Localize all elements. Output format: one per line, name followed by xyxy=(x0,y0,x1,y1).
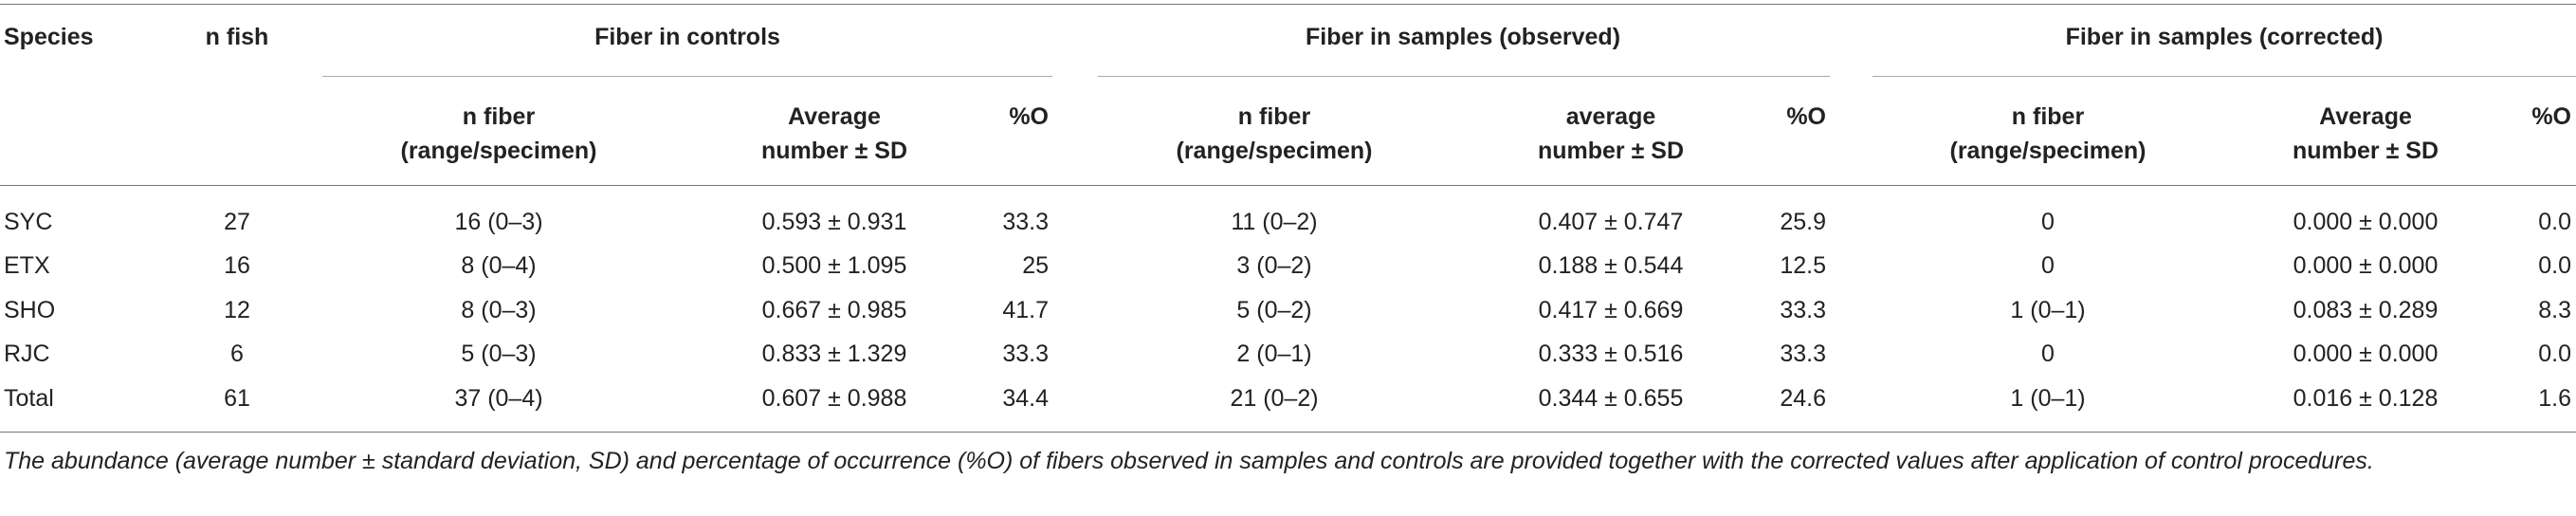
cell-corrected-nfiber: 0 xyxy=(2041,209,2055,235)
subheader-corrected-avg-line1: Average xyxy=(2319,103,2412,130)
cell-controls-nfiber: 37 (0–4) xyxy=(454,385,543,412)
cell-corrected-pct: 1.6 xyxy=(2538,385,2571,412)
cell-observed-nfiber: 3 (0–2) xyxy=(1236,252,1312,279)
header-n-fish: n fish xyxy=(205,24,269,50)
header-fiber-corrected: Fiber in samples (corrected) xyxy=(2065,24,2384,50)
subheader-corrected-pct: %O xyxy=(2531,103,2571,130)
subheader-controls-pct: %O xyxy=(1009,103,1049,130)
cell-corrected-pct: 0.0 xyxy=(2538,252,2571,279)
group-rule-observed xyxy=(1098,76,1830,77)
cell-observed-avg: 0.333 ± 0.516 xyxy=(1538,341,1684,367)
subheader-observed-pct: %O xyxy=(1786,103,1826,130)
cell-observed-avg: 0.417 ± 0.669 xyxy=(1538,297,1684,323)
subheader-corrected-avg-line2: number ± SD xyxy=(2292,138,2439,164)
cell-species: SHO xyxy=(4,297,56,323)
cell-observed-avg: 0.188 ± 0.544 xyxy=(1538,252,1684,279)
cell-corrected-nfiber: 0 xyxy=(2041,252,2055,279)
cell-controls-avg: 0.833 ± 1.329 xyxy=(761,341,907,367)
cell-observed-nfiber: 21 (0–2) xyxy=(1230,385,1319,412)
cell-controls-pct: 34.4 xyxy=(1002,385,1049,412)
cell-observed-pct: 33.3 xyxy=(1780,341,1826,367)
cell-observed-pct: 12.5 xyxy=(1780,252,1826,279)
cell-observed-pct: 33.3 xyxy=(1780,297,1826,323)
subheader-observed-avg-line2: number ± SD xyxy=(1537,138,1685,164)
cell-corrected-nfiber: 1 (0–1) xyxy=(2010,385,2086,412)
subheader-controls-nfiber-line2: (range/specimen) xyxy=(400,138,597,164)
cell-corrected-avg: 0.000 ± 0.000 xyxy=(2293,341,2439,367)
header-species: Species xyxy=(4,24,94,50)
cell-species: ETX xyxy=(4,252,50,279)
cell-controls-pct: 33.3 xyxy=(1002,341,1049,367)
cell-controls-pct: 41.7 xyxy=(1002,297,1049,323)
subheader-observed-nfiber-line2: (range/specimen) xyxy=(1176,138,1373,164)
subheader-corrected-nfiber-line1: n fiber xyxy=(2011,103,2085,130)
cell-corrected-avg: 0.000 ± 0.000 xyxy=(2293,209,2439,235)
cell-controls-avg: 0.593 ± 0.931 xyxy=(761,209,907,235)
header-bottom-rule xyxy=(0,185,2576,186)
cell-observed-avg: 0.344 ± 0.655 xyxy=(1538,385,1684,412)
cell-observed-pct: 24.6 xyxy=(1780,385,1826,412)
cell-controls-avg: 0.607 ± 0.988 xyxy=(761,385,907,412)
cell-controls-pct: 33.3 xyxy=(1002,209,1049,235)
group-rule-corrected xyxy=(1873,76,2576,77)
cell-n-fish: 61 xyxy=(224,385,250,412)
cell-n-fish: 6 xyxy=(230,341,244,367)
cell-observed-avg: 0.407 ± 0.747 xyxy=(1538,209,1684,235)
cell-controls-nfiber: 8 (0–3) xyxy=(461,297,537,323)
cell-corrected-pct: 0.0 xyxy=(2538,209,2571,235)
cell-controls-nfiber: 8 (0–4) xyxy=(461,252,537,279)
group-rule-controls xyxy=(322,76,1052,77)
cell-corrected-avg: 0.016 ± 0.128 xyxy=(2293,385,2439,412)
cell-corrected-nfiber: 0 xyxy=(2041,341,2055,367)
subheader-controls-avg-line1: Average xyxy=(788,103,881,130)
cell-observed-pct: 25.9 xyxy=(1780,209,1826,235)
cell-species: RJC xyxy=(4,341,50,367)
subheader-controls-avg-line2: number ± SD xyxy=(760,138,908,164)
cell-controls-avg: 0.667 ± 0.985 xyxy=(761,297,907,323)
cell-controls-nfiber: 5 (0–3) xyxy=(461,341,537,367)
cell-corrected-avg: 0.083 ± 0.289 xyxy=(2293,297,2439,323)
cell-observed-nfiber: 2 (0–1) xyxy=(1236,341,1312,367)
cell-n-fish: 12 xyxy=(224,297,250,323)
cell-observed-nfiber: 5 (0–2) xyxy=(1236,297,1312,323)
cell-n-fish: 27 xyxy=(224,209,250,235)
top-rule xyxy=(0,4,2576,5)
cell-species: Total xyxy=(4,385,54,412)
cell-observed-nfiber: 11 (0–2) xyxy=(1231,209,1318,235)
subheader-observed-avg-line1: average xyxy=(1565,103,1656,130)
subheader-observed-nfiber-line1: n fiber xyxy=(1237,103,1311,130)
cell-corrected-pct: 0.0 xyxy=(2538,341,2571,367)
cell-corrected-avg: 0.000 ± 0.000 xyxy=(2293,252,2439,279)
cell-controls-pct: 25 xyxy=(1022,252,1049,279)
header-fiber-controls: Fiber in controls xyxy=(594,24,780,50)
cell-n-fish: 16 xyxy=(224,252,250,279)
table-bottom-rule xyxy=(0,432,2576,433)
subheader-corrected-nfiber-line2: (range/specimen) xyxy=(1949,138,2147,164)
cell-species: SYC xyxy=(4,209,53,235)
cell-corrected-nfiber: 1 (0–1) xyxy=(2010,297,2086,323)
cell-controls-avg: 0.500 ± 1.095 xyxy=(761,252,907,279)
table-caption: The abundance (average number ± standard… xyxy=(4,448,2374,474)
header-fiber-observed: Fiber in samples (observed) xyxy=(1305,24,1621,50)
cell-controls-nfiber: 16 (0–3) xyxy=(454,209,543,235)
subheader-controls-nfiber-line1: n fiber xyxy=(462,103,536,130)
cell-corrected-pct: 8.3 xyxy=(2538,297,2571,323)
